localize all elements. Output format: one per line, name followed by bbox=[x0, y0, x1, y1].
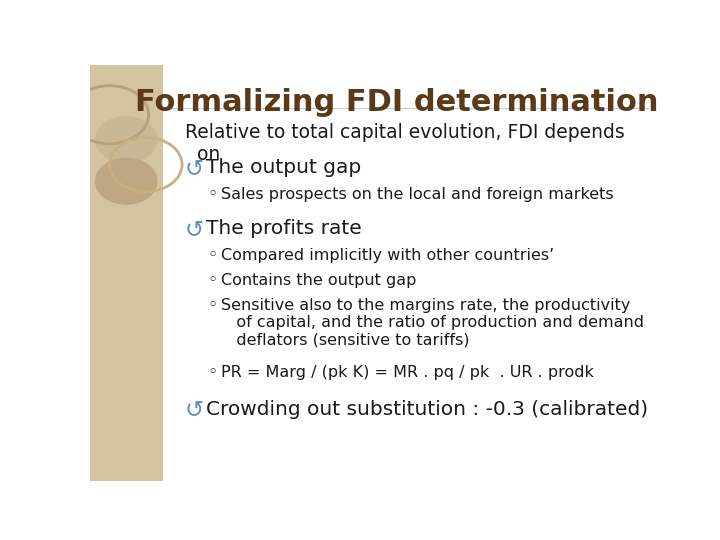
Text: PR = Marg / (pk K) = MR . pq / pk  . UR . prodk: PR = Marg / (pk K) = MR . pq / pk . UR .… bbox=[221, 365, 594, 380]
Text: Formalizing FDI determination: Formalizing FDI determination bbox=[135, 87, 659, 117]
Text: Compared implicitly with other countries’: Compared implicitly with other countries… bbox=[221, 248, 554, 263]
Text: ↺: ↺ bbox=[185, 219, 204, 241]
Text: ◦: ◦ bbox=[207, 271, 217, 288]
Circle shape bbox=[96, 117, 157, 163]
Text: Contains the output gap: Contains the output gap bbox=[221, 273, 416, 288]
Text: Crowding out substitution : -0.3 (calibrated): Crowding out substitution : -0.3 (calibr… bbox=[205, 400, 647, 419]
Circle shape bbox=[96, 158, 157, 204]
Text: Relative to total capital evolution, FDI depends
  on: Relative to total capital evolution, FDI… bbox=[185, 123, 625, 164]
Text: ◦: ◦ bbox=[207, 246, 217, 264]
Text: ↺: ↺ bbox=[185, 158, 204, 181]
Text: ◦: ◦ bbox=[207, 363, 217, 381]
Text: The profits rate: The profits rate bbox=[205, 219, 361, 238]
Text: ◦: ◦ bbox=[207, 185, 217, 204]
Text: ◦: ◦ bbox=[207, 295, 217, 314]
Text: Sensitive also to the margins rate, the productivity
   of capital, and the rati: Sensitive also to the margins rate, the … bbox=[221, 298, 644, 347]
FancyBboxPatch shape bbox=[90, 65, 163, 481]
Text: ↺: ↺ bbox=[185, 400, 204, 422]
Text: Sales prospects on the local and foreign markets: Sales prospects on the local and foreign… bbox=[221, 187, 613, 202]
Text: The output gap: The output gap bbox=[205, 158, 361, 177]
